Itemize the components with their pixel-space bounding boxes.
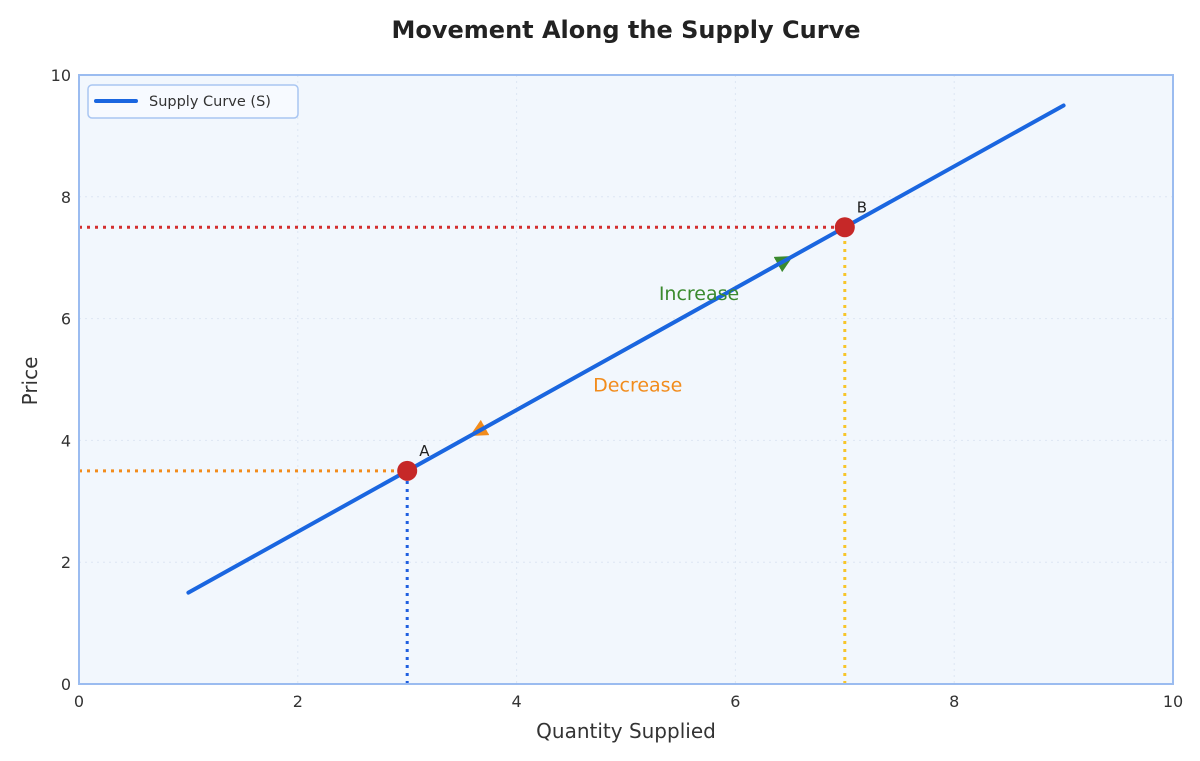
equilibrium-points: AB (397, 198, 867, 481)
supply-curve-line (186, 103, 1066, 595)
legend: Supply Curve (S) (87, 84, 299, 119)
y-tick-label: 4 (61, 431, 71, 450)
decrease-annotation: Decrease (593, 375, 682, 397)
y-tick-label: 10 (51, 66, 71, 85)
y-tick-label: 8 (61, 188, 71, 207)
y-tick-label: 6 (61, 310, 71, 329)
x-tick-label: 6 (730, 692, 740, 711)
x-tick-label: 2 (293, 692, 303, 711)
x-tick-label: 8 (949, 692, 959, 711)
point-label-b: B (857, 198, 867, 216)
x-tick-label: 0 (74, 692, 84, 711)
grid-lines (79, 75, 1173, 684)
y-tick-label: 0 (61, 675, 71, 694)
x-axis-label: Quantity Supplied (536, 719, 716, 743)
x-tick-label: 4 (512, 692, 522, 711)
plot-area (79, 75, 1173, 684)
x-axis-ticks: 0 2 4 6 8 10 (74, 692, 1183, 711)
point-label-a: A (419, 442, 430, 460)
x-tick-label: 10 (1163, 692, 1183, 711)
reference-lines (79, 225, 847, 684)
point-b (834, 217, 855, 238)
chart-title: Movement Along the Supply Curve (391, 16, 860, 44)
increase-annotation: Increase (659, 283, 739, 305)
legend-box (87, 84, 299, 119)
plot-border (78, 74, 1174, 685)
point-a (397, 460, 418, 481)
y-axis-label: Price (18, 357, 42, 406)
y-axis-ticks: 0 2 4 6 8 10 (51, 66, 71, 694)
legend-label: Supply Curve (S) (149, 94, 271, 110)
y-tick-label: 2 (61, 553, 71, 572)
